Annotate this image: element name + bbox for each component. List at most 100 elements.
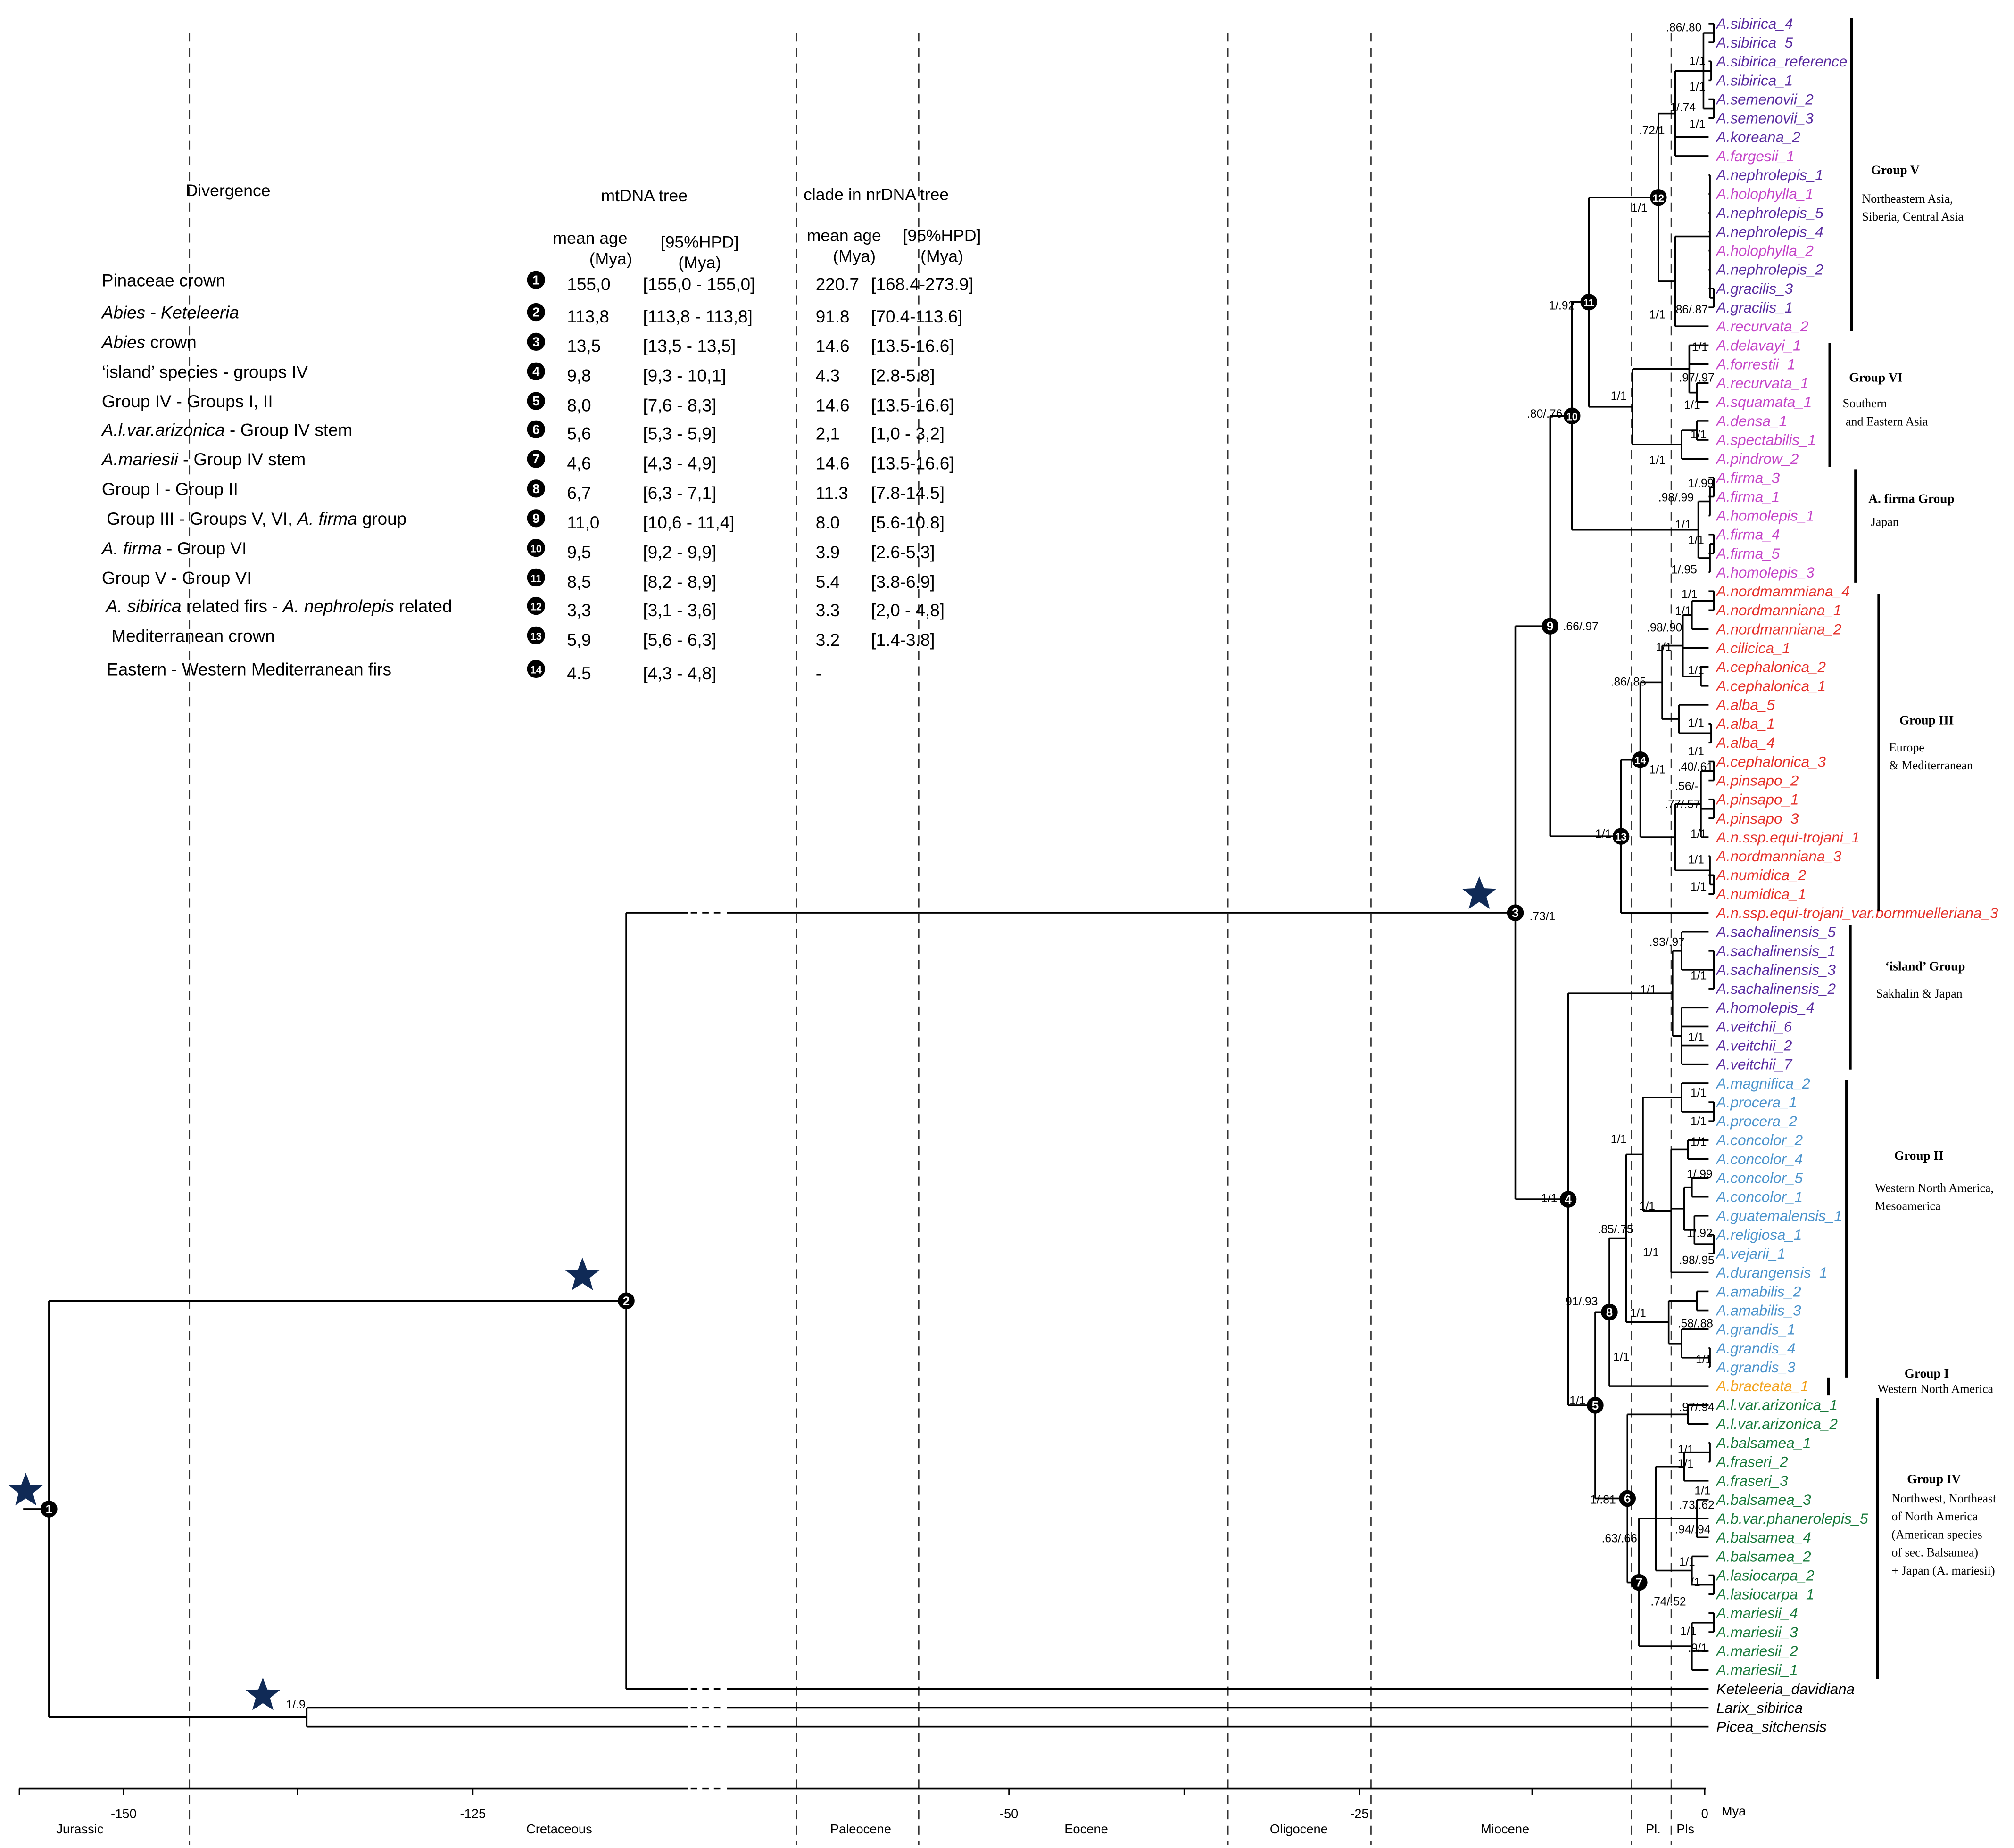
divergence-label: Mediterranean crown [102, 627, 275, 646]
taxon-label: A.guatemalensis_1 [1716, 1208, 1842, 1224]
support-values: .86/.801/11/11/.741/1.72/11/1.86/.871/11… [286, 21, 1715, 1711]
taxon-label: A.recurvata_2 [1716, 318, 1809, 335]
divergence-label: Group V - Group VI [102, 569, 252, 588]
mt-mean-age: 3,3 [567, 601, 591, 620]
group-region: and Eastern Asia [1843, 414, 1928, 428]
nr-hpd: [13.5-16.6] [871, 454, 954, 473]
nr-mean-age: 4.3 [816, 366, 840, 386]
label-segment: crown [145, 333, 197, 352]
divergence-label: Group IV - Groups I, II [102, 392, 273, 411]
calibration-node-marker [1650, 189, 1667, 206]
support-value: 1/1 [1678, 1444, 1694, 1456]
label-segment: Group V - Group VI [102, 569, 252, 588]
mt-mean-age: 13,5 [567, 337, 601, 356]
mt-mean-age: 155,0 [567, 275, 610, 294]
support-value: 1/1 [1688, 854, 1704, 866]
calibration-node-number: 14 [1634, 755, 1646, 767]
axis-tick-label: -150 [111, 1806, 137, 1821]
calibration-node-number: 11 [1583, 297, 1594, 309]
label-segment: A. firma [297, 509, 357, 528]
fossil-calibration-star-icon [565, 1257, 600, 1290]
support-value: .73/1 [1530, 910, 1556, 923]
taxon-label: A.densa_1 [1716, 413, 1787, 429]
support-value: .58/.88 [1678, 1317, 1713, 1330]
taxon-label: A.fargesii_1 [1716, 148, 1795, 165]
geologic-period-label: Oligocene [1270, 1822, 1328, 1836]
taxon-label: A.alba_4 [1716, 734, 1775, 751]
support-value: 1/1 [1691, 1087, 1707, 1099]
divergence-header: Divergence [186, 181, 271, 200]
taxon-label: A.n.ssp.equi-trojani_var.bornmuelleriana… [1716, 905, 1998, 922]
geologic-period-label: Paleocene [830, 1822, 891, 1836]
taxon-label: A.grandis_1 [1716, 1321, 1796, 1338]
label-segment: group [357, 509, 407, 528]
nr-hpd-unit: (Mya) [920, 247, 963, 265]
nr-mean-age: 11.3 [816, 483, 848, 503]
taxon-label: A.delavayi_1 [1716, 337, 1801, 354]
label-segment: A. firma [101, 539, 162, 558]
group-name: A. firma Group [1868, 491, 1954, 505]
taxon-label: A.b.var.phanerolepis_5 [1716, 1510, 1868, 1527]
calibration-node-number: 5 [1592, 1399, 1599, 1412]
fossil-calibration-star-icon [8, 1473, 43, 1506]
calibration-node-marker [1632, 751, 1649, 768]
group-region: Europe [1889, 741, 1924, 754]
taxon-label: A.balsamea_2 [1716, 1548, 1811, 1565]
taxon-label: A.numidica_2 [1716, 867, 1806, 883]
node-number: 2 [532, 305, 539, 320]
node-number: 5 [532, 394, 539, 408]
group-name: Group II [1894, 1148, 1944, 1163]
mt-hpd: [9,3 - 10,1] [643, 366, 726, 386]
support-value: 1/1 [1689, 81, 1705, 93]
taxon-label: A.nordmanniana_3 [1716, 848, 1842, 865]
taxon-label: A.recurvata_1 [1716, 375, 1809, 392]
taxon-label: A.sachalinensis_5 [1716, 924, 1836, 940]
calibration-node-number: 13 [1615, 831, 1626, 843]
taxon-label: A.amabilis_2 [1716, 1283, 1801, 1300]
support-value: .97/.97 [1679, 372, 1715, 385]
support-value: 1/.9 [286, 1699, 306, 1711]
support-value: .66/.97 [1563, 620, 1599, 633]
label-segment: A. nephrolepis [282, 597, 394, 616]
axis-tick-label: 0 [1701, 1806, 1708, 1821]
label-segment: Mediterranean crown [102, 627, 275, 646]
mt-hpd: [13,5 - 13,5] [643, 337, 736, 356]
nr-hpd: [1.4-3.8] [871, 630, 935, 650]
node-number: 6 [532, 422, 539, 437]
taxon-label: A.homolepis_4 [1716, 999, 1815, 1016]
mt-hpd: [8,2 - 8,9] [643, 572, 717, 592]
calibration-node-marker [618, 1292, 635, 1310]
taxon-label: A.pinsapo_1 [1716, 792, 1799, 808]
taxon-label: A.semenovii_2 [1716, 91, 1814, 107]
taxon-label: A.fraseri_3 [1716, 1473, 1788, 1489]
taxon-label: A.l.var.arizonica_2 [1716, 1416, 1838, 1432]
divergence-label: A.l.var.arizonica - Group IV stem [101, 420, 352, 439]
label-segment: Eastern - Western Mediterranean firs [102, 660, 391, 679]
taxon-label: A.balsamea_1 [1716, 1435, 1811, 1451]
node-number: 14 [530, 664, 542, 676]
divergence-label: Group III - Groups V, VI, A. firma group [102, 509, 406, 528]
taxon-label: A.squamata_1 [1716, 394, 1812, 411]
group-region: + Japan (A. mariesii) [1891, 1564, 1995, 1577]
support-value: 1/1 [1611, 1133, 1627, 1146]
node-number-badge [527, 362, 545, 380]
calibration-node-number: 10 [1566, 411, 1578, 422]
nr-hpd-header: [95%HPD] [903, 226, 981, 245]
label-segment: A. sibirica [102, 597, 182, 616]
group-name: ‘island’ Group [1885, 959, 1965, 973]
geologic-period-label: Jurassic [56, 1822, 103, 1836]
group-region: Southern [1843, 396, 1887, 410]
support-value: 1/1 [1611, 390, 1627, 403]
nr-mean-age: 3.2 [816, 630, 840, 650]
support-value: 1/1 [1691, 429, 1707, 441]
nr-hpd: [13.5-16.6] [871, 337, 954, 356]
support-value: 1/1 [1694, 1485, 1710, 1498]
nr-hpd: [2,0 - 4,8] [871, 601, 945, 620]
group-region: (American species [1891, 1527, 1982, 1541]
axis-unit: Mya [1722, 1804, 1746, 1818]
support-value: .73/.62 [1679, 1499, 1715, 1512]
calibration-node-number: 6 [1624, 1492, 1631, 1505]
label-segment: ‘island’ species - groups IV [102, 362, 308, 381]
support-value: 1/1 [1688, 717, 1704, 730]
